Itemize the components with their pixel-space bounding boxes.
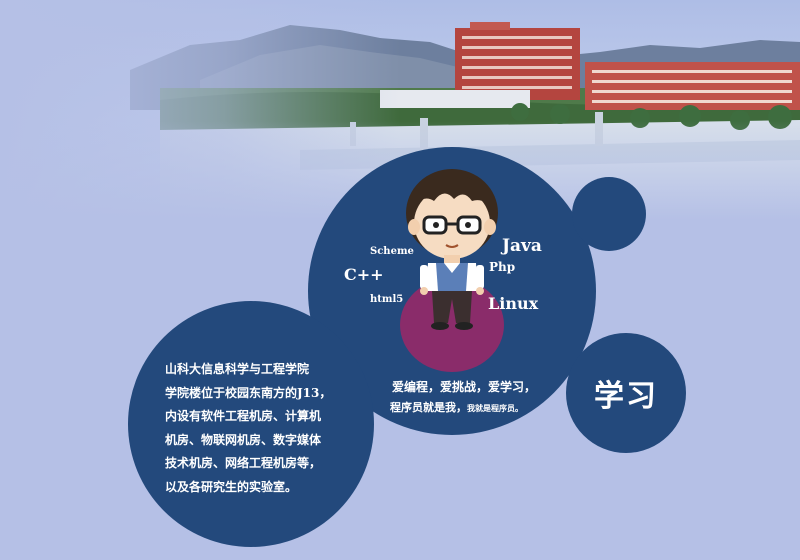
slogan-text-3: 我就是程序员。	[467, 403, 523, 413]
slogan-text-1: 爱编程，爱挑战，爱学习，	[392, 380, 537, 394]
lang-linux: Linux	[488, 294, 539, 313]
desc-line-4: 机房、物联网机房、数字媒体	[165, 432, 322, 447]
lang-cpp: C++	[344, 265, 384, 284]
slogan-text-2: 程序员就是我，	[390, 401, 467, 414]
lang-html5: html5	[370, 294, 404, 305]
lang-php: Php	[489, 260, 516, 274]
desc-line-6: 以及各研究生的实验室。	[165, 479, 298, 494]
description-text: 山科大信息科学与工程学院 学院楼位于校园东南方的J13， 内设有软件工程机房、计…	[165, 358, 331, 499]
slogan-line-2: 程序员就是我，我就是程序员。	[390, 396, 523, 415]
desc-line-1: 山科大信息科学与工程学院	[165, 362, 310, 376]
lang-java: Java	[502, 236, 542, 256]
programmer-cartoon-icon	[406, 169, 498, 330]
study-circle: 学习	[566, 333, 686, 453]
desc-line-3: 内设有软件工程机房、计算机	[165, 409, 322, 423]
slogan-line-1: 爱编程，爱挑战，爱学习，	[392, 378, 536, 395]
description-circle	[128, 301, 374, 547]
study-label: 学习	[594, 379, 658, 414]
desc-line-5: 技术机房、网络工程机房等，	[165, 456, 322, 470]
desc-line-2: 学院楼位于校园东南方的J13，	[165, 385, 332, 400]
small-decor-circle	[572, 177, 646, 251]
lang-scheme: Scheme	[370, 246, 414, 257]
